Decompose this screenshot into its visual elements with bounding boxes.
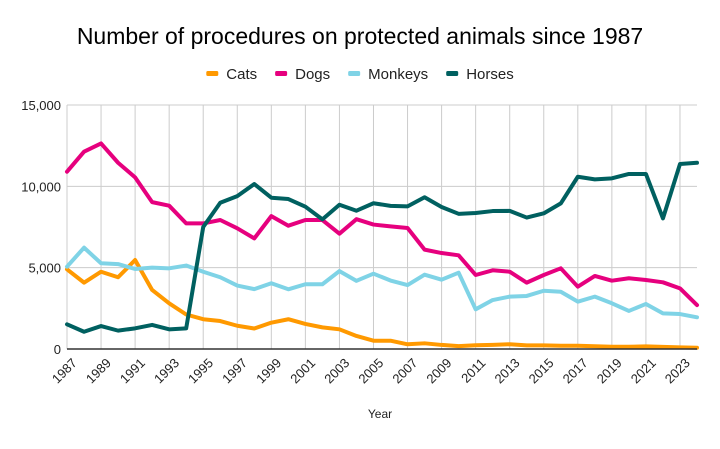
legend-item-dogs: Dogs <box>275 66 330 83</box>
legend-swatch <box>348 71 361 76</box>
series-line-cats <box>65 258 699 350</box>
legend: Cats Dogs Monkeys Horses <box>206 66 514 83</box>
y-tick-label: 0 <box>54 342 61 357</box>
chart-title: Number of procedures on protected animal… <box>77 23 643 49</box>
legend-item-horses: Horses <box>446 66 514 83</box>
series-line-monkeys <box>65 245 699 320</box>
legend-item-monkeys: Monkeys <box>348 66 428 83</box>
series-line-horses <box>65 160 699 334</box>
y-tick-label: 15,000 <box>21 98 61 113</box>
legend-label: Monkeys <box>368 66 428 83</box>
legend-label: Cats <box>226 66 257 83</box>
series-layer <box>65 141 699 350</box>
legend-label: Dogs <box>295 66 330 83</box>
series-line-dogs <box>65 141 699 308</box>
legend-swatch <box>275 71 288 76</box>
y-axis-ticks: 0 5,000 10,000 15,000 <box>21 98 61 357</box>
legend-swatch <box>206 71 219 76</box>
y-tick-label: 10,000 <box>21 179 61 194</box>
y-tick-label: 5,000 <box>28 261 61 276</box>
x-axis-title: Year <box>368 407 392 421</box>
legend-item-cats: Cats <box>206 66 257 83</box>
legend-swatch <box>446 71 459 76</box>
legend-label: Horses <box>466 66 514 83</box>
